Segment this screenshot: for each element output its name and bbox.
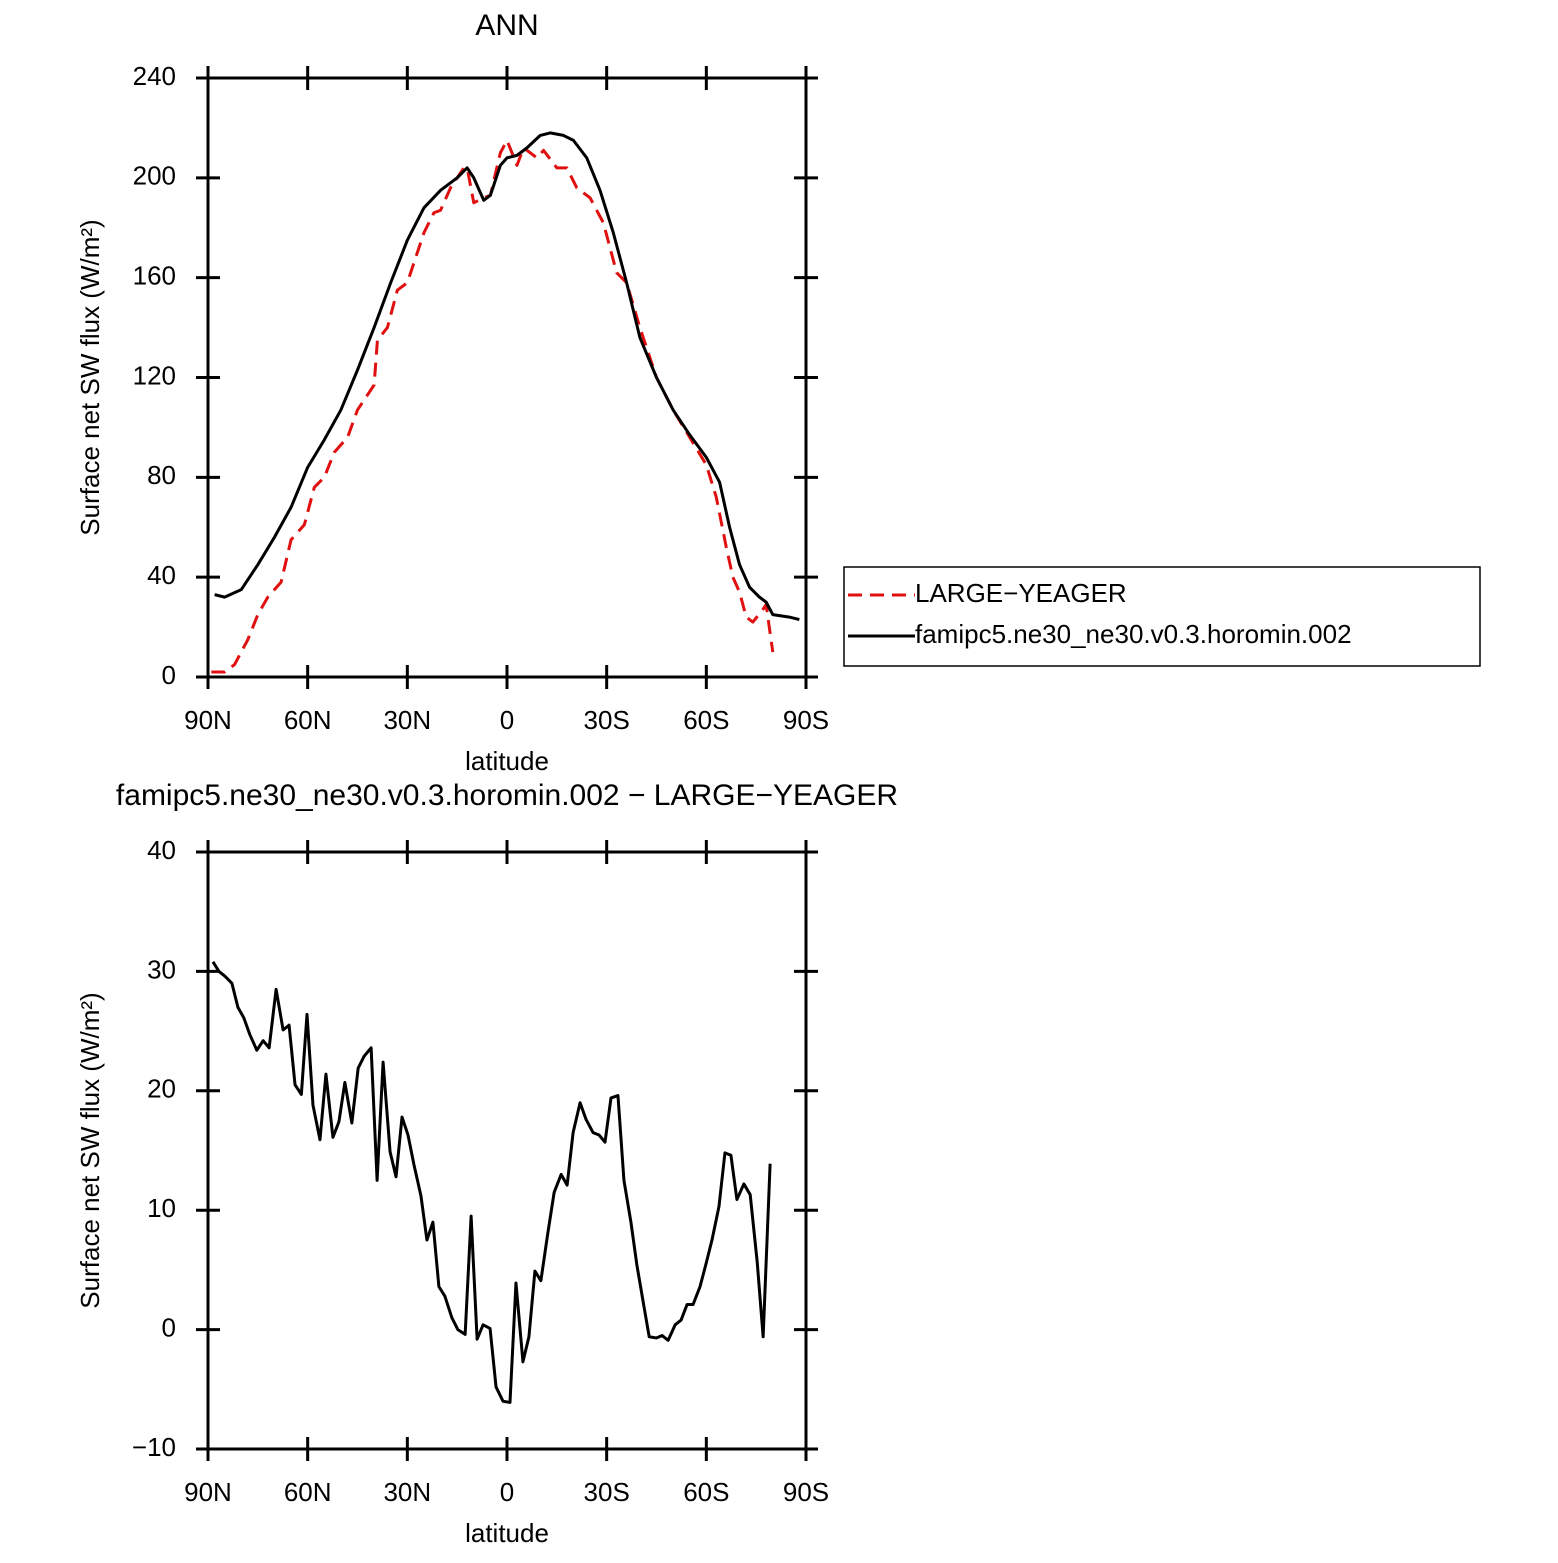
x-tick-label: 60S [683, 705, 729, 735]
y-tick-label: −10 [132, 1432, 176, 1462]
y-tick-label: 120 [133, 360, 176, 390]
legend-label: LARGE−YEAGER [915, 578, 1127, 608]
y-tick-label: 40 [147, 835, 176, 865]
y-tick-label: 40 [147, 560, 176, 590]
plot-frame [206, 850, 808, 1451]
series-line [211, 961, 772, 1404]
series-line [214, 131, 800, 622]
y-tick-label: 20 [147, 1074, 176, 1104]
chart-title: famipc5.ne30_ne30.v0.3.horomin.002 − LAR… [116, 779, 898, 812]
x-tick-label: 90N [184, 705, 232, 735]
x-tick-label: 30S [584, 1477, 630, 1507]
x-tick-label: 0 [500, 705, 514, 735]
x-tick-label: 60S [683, 1477, 729, 1507]
y-axis-label: Surface net SW flux (W/m²) [75, 219, 105, 535]
y-axis-label: Surface net SW flux (W/m²) [75, 992, 105, 1308]
y-tick-label: 0 [162, 660, 176, 690]
legend-label: famipc5.ne30_ne30.v0.3.horomin.002 [915, 619, 1352, 649]
plot-frame [206, 76, 808, 679]
x-tick-label: 60N [284, 1477, 332, 1507]
x-tick-label: 60N [284, 705, 332, 735]
y-tick-label: 160 [133, 261, 176, 291]
legend-box [843, 566, 1481, 667]
x-tick-label: 30N [383, 1477, 431, 1507]
chart-title: ANN [475, 9, 538, 42]
y-tick-label: 30 [147, 954, 176, 984]
x-tick-label: 90S [783, 1477, 829, 1507]
x-axis-label: latitude [465, 746, 549, 776]
x-tick-label: 30N [383, 705, 431, 735]
series-line [211, 138, 775, 674]
y-tick-label: 0 [162, 1312, 176, 1342]
y-tick-label: 80 [147, 460, 176, 490]
x-axis-label: latitude [465, 1518, 549, 1548]
x-tick-label: 0 [500, 1477, 514, 1507]
x-tick-label: 90N [184, 1477, 232, 1507]
y-tick-label: 200 [133, 161, 176, 191]
y-tick-label: 240 [133, 61, 176, 91]
y-tick-label: 10 [147, 1193, 176, 1223]
x-tick-label: 30S [584, 705, 630, 735]
x-tick-label: 90S [783, 705, 829, 735]
